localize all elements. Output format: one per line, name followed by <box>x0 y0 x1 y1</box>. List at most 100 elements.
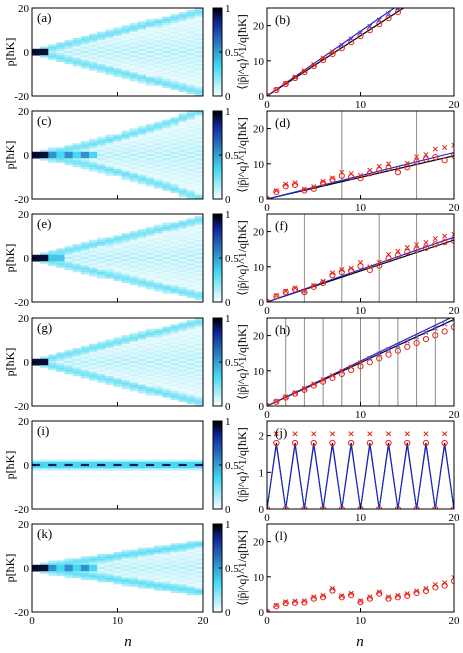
heatmap-cell <box>80 57 90 60</box>
heatmap-cell <box>80 356 90 360</box>
heatmap-cell <box>89 354 98 357</box>
heatmap-cell <box>154 186 163 189</box>
heatmap-y-label: p[ħK] <box>3 554 17 583</box>
heatmap-cell <box>178 151 188 155</box>
heatmap-cell <box>40 363 49 366</box>
heatmap-cell <box>154 23 163 26</box>
heatmap-cell <box>72 55 82 58</box>
heatmap-cell <box>154 162 163 165</box>
data-point-circle <box>376 590 383 597</box>
heatmap-cell <box>129 134 139 138</box>
heatmap-cell <box>121 25 131 28</box>
heatmap-cell <box>48 566 57 570</box>
heatmap-cell <box>129 231 139 234</box>
heatmap-cell <box>146 143 155 146</box>
heatmap-cell <box>40 156 49 159</box>
heatmap-cell <box>113 168 122 172</box>
heatmap-cell <box>113 256 122 260</box>
heatmap-cell <box>146 33 155 37</box>
data-point-cross <box>339 267 345 273</box>
heatmap-cell <box>129 237 139 241</box>
heatmap-cell <box>154 267 163 271</box>
heatmap-cell <box>48 562 57 566</box>
colorbar-segment <box>213 421 222 424</box>
heatmap-cell <box>194 18 204 22</box>
y-tick-label: 0 <box>24 563 30 575</box>
heatmap-cell <box>113 350 122 353</box>
heatmap-cell <box>186 12 196 15</box>
heatmap-cell <box>72 59 82 62</box>
heatmap-cell <box>121 70 131 73</box>
data-point-circle <box>385 255 392 262</box>
heatmap-cell <box>80 162 90 165</box>
heatmap-cell <box>154 241 163 245</box>
heatmap-cell <box>170 31 179 35</box>
heatmap-cell <box>162 274 171 277</box>
heatmap-cell <box>80 42 90 45</box>
heatmap-cell <box>32 461 41 465</box>
heatmap-cell <box>105 134 114 138</box>
heatmap-cell <box>40 252 49 256</box>
heatmap-cell <box>129 388 139 392</box>
heatmap-cell <box>129 581 139 585</box>
heatmap-cell <box>178 390 188 394</box>
colorbar-segment <box>213 82 222 86</box>
colorbar-segment <box>213 56 222 59</box>
heatmap-cell <box>72 573 82 576</box>
heatmap-cell <box>186 183 196 187</box>
heatmap-cell <box>178 20 188 24</box>
heatmap-cell <box>194 468 204 471</box>
heatmap-cell <box>64 571 74 574</box>
heatmap-cell <box>121 584 131 587</box>
heatmap-cell <box>146 330 155 334</box>
heatmap-cell <box>170 566 179 570</box>
heatmap-cell <box>129 350 139 353</box>
heatmap-cell <box>121 138 131 142</box>
heatmap-cell <box>154 581 163 585</box>
heatmap-cell <box>154 586 163 589</box>
heatmap-cell <box>105 360 114 364</box>
heatmap-cell <box>129 259 139 262</box>
heatmap-cell <box>113 551 122 555</box>
colorbar-segment <box>213 348 222 352</box>
colorbar-segment <box>213 594 222 597</box>
heatmap-cell <box>97 156 106 159</box>
heatmap-cell <box>121 348 131 351</box>
heatmap-cell <box>97 367 106 370</box>
heatmap-cell <box>186 363 196 366</box>
heatmap-cell <box>137 237 147 241</box>
colorbar-segment <box>213 166 222 169</box>
heatmap-cell <box>129 356 139 360</box>
heatmap-cell <box>170 343 179 347</box>
heatmap-cell <box>162 16 171 20</box>
heatmap-cell <box>178 343 188 347</box>
heatmap-cell <box>56 153 65 157</box>
heatmap-cell <box>162 179 171 183</box>
heatmap-cell <box>89 254 98 258</box>
heatmap-cell <box>194 384 204 387</box>
heatmap-cell <box>178 581 188 585</box>
heatmap-cell <box>194 89 204 93</box>
heatmap-cell <box>194 556 204 559</box>
heatmap-cell <box>146 549 155 553</box>
heatmap-cell <box>121 50 131 54</box>
heatmap-cell <box>146 341 155 345</box>
heatmap-cell <box>105 239 114 243</box>
heatmap-cell <box>194 265 204 268</box>
heatmap-cell <box>154 48 163 52</box>
heatmap-cell <box>170 575 179 578</box>
data-point-cross <box>357 260 364 266</box>
heatmap-cell <box>129 65 139 69</box>
heatmap-cell <box>178 65 188 69</box>
data-point-cross <box>451 574 454 581</box>
heatmap-cell <box>186 588 196 591</box>
colorbar-segment <box>213 543 222 547</box>
heatmap-cell <box>178 271 188 275</box>
heatmap-cell <box>80 252 90 256</box>
heatmap-cell <box>146 246 155 249</box>
heatmap-cell <box>178 335 188 338</box>
heatmap-cell <box>80 158 90 161</box>
heatmap-cell <box>154 579 163 583</box>
heatmap-cell <box>146 237 155 241</box>
heatmap-cell <box>80 375 90 379</box>
